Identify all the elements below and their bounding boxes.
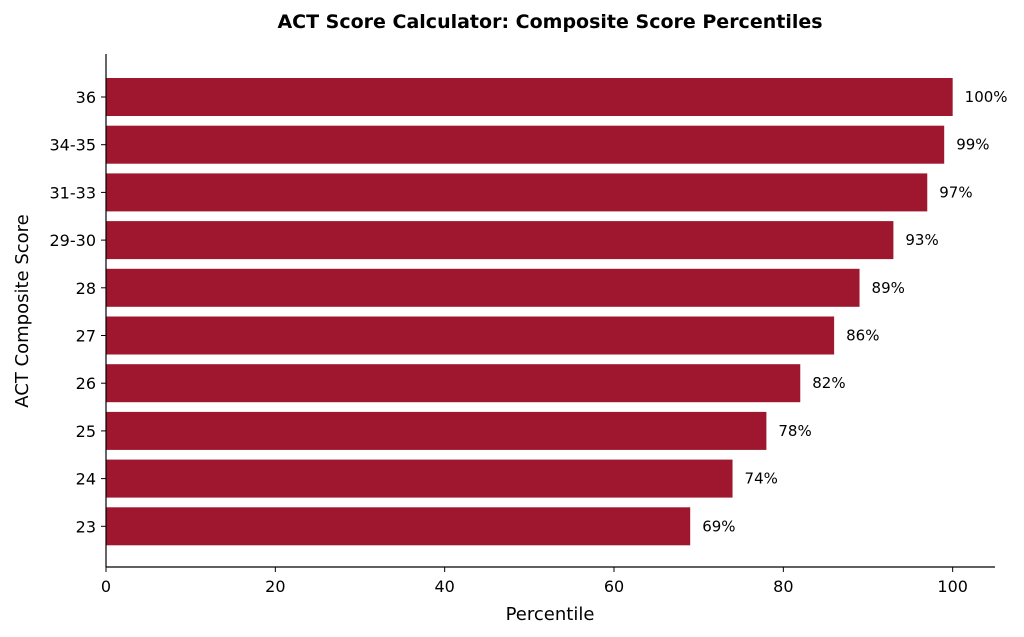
y-tick-label-26: 26 (76, 374, 96, 393)
y-tick-label-28: 28 (76, 279, 96, 298)
x-tick-label-60: 60 (604, 577, 624, 596)
y-tick-label-29-30: 29-30 (50, 231, 97, 250)
bar-24 (106, 459, 733, 498)
y-tick-label-34-35: 34-35 (50, 136, 97, 155)
data-label-24: 74% (745, 470, 778, 488)
data-label-26: 82% (812, 374, 845, 392)
x-tick-label-0: 0 (101, 577, 111, 596)
data-label-27: 86% (846, 327, 879, 345)
data-label-36: 100% (965, 88, 1008, 106)
data-label-29-30: 93% (905, 231, 938, 249)
y-tick-label-31-33: 31-33 (50, 183, 97, 202)
bar-27 (106, 316, 835, 355)
y-tick-label-27: 27 (76, 327, 96, 346)
bars-group: 100% 99% 97% 93% 89% 86% 82% 78% 74% 69% (106, 78, 1008, 546)
data-label-23: 69% (702, 517, 735, 535)
data-label-25: 78% (778, 422, 811, 440)
y-tick-label-36: 36 (76, 88, 96, 107)
x-tick-label-40: 40 (434, 577, 454, 596)
y-tick-label-24: 24 (76, 470, 96, 489)
data-label-28: 89% (872, 279, 905, 297)
bar-31-33 (106, 173, 928, 212)
bar-36 (106, 78, 953, 116)
x-axis-label: Percentile (506, 604, 595, 625)
y-tick-labels: 36 34-35 31-33 29-30 28 27 26 25 24 23 (50, 88, 106, 536)
x-tick-label-100: 100 (937, 577, 968, 596)
y-axis-label: ACT Composite Score (12, 214, 33, 407)
chart-title: ACT Score Calculator: Composite Score Pe… (277, 11, 822, 33)
bar-23 (106, 507, 691, 546)
data-label-31-33: 97% (939, 183, 972, 201)
x-tick-label-80: 80 (773, 577, 793, 596)
bar-29-30 (106, 221, 894, 260)
bar-25 (106, 411, 767, 450)
bar-28 (106, 268, 860, 307)
bar-34-35 (106, 125, 945, 164)
data-label-34-35: 99% (956, 136, 989, 154)
bar-26 (106, 364, 801, 403)
x-tick-label-20: 20 (265, 577, 285, 596)
y-tick-label-25: 25 (76, 422, 96, 441)
y-tick-label-23: 23 (76, 517, 96, 536)
x-ticks: 0 20 40 60 80 100 (101, 567, 968, 596)
